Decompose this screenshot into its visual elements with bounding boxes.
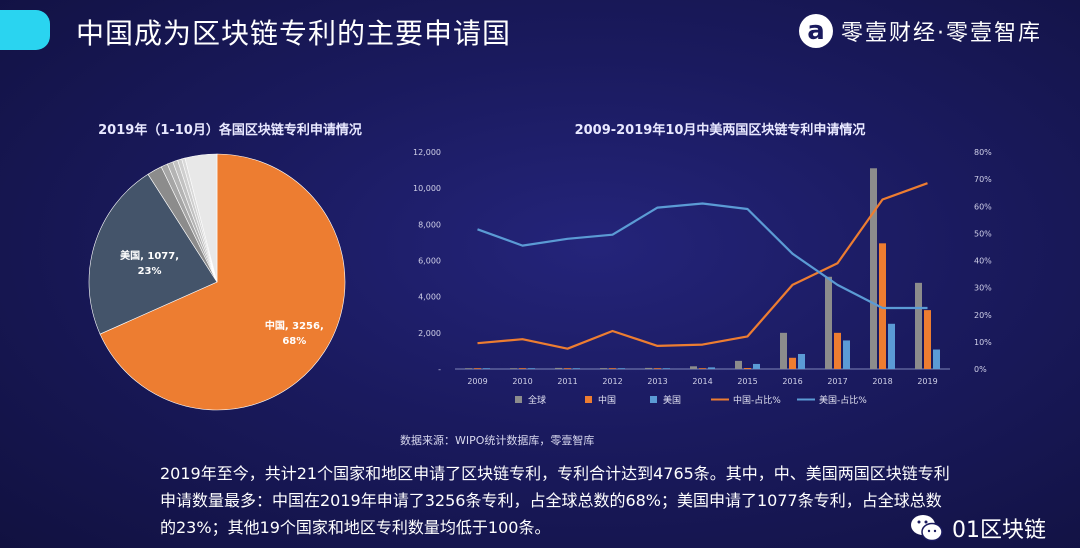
bar-全球-2010 [510,368,517,369]
bar-美国-2013 [663,368,670,369]
legend-label-美国-占比%: 美国-占比% [819,394,867,406]
bar-美国-2012 [618,368,625,369]
pie-label-percent-0: 68% [282,336,306,347]
bar-中国-2009 [474,368,481,369]
legend-label-全球: 全球 [528,394,546,406]
y2-tick-label: 40% [974,257,992,266]
bar-中国-2015 [744,368,751,369]
pie-slice-0 [99,153,346,411]
x-tick-label: 2012 [602,377,622,386]
y2-tick-label: 10% [974,338,992,347]
bar-美国-2014 [708,367,715,369]
bar-全球-2012 [600,368,607,369]
x-tick-label: 2015 [737,377,757,386]
brand-logo: a [799,14,833,48]
y2-tick-label: 80% [974,148,992,157]
bar-中国-2010 [519,368,526,369]
bar-全球-2018 [870,168,877,369]
x-tick-label: 2014 [692,377,712,386]
bar-中国-2016 [789,357,796,369]
bar-全球-2009 [465,368,472,369]
bar-美国-2015 [753,363,760,369]
bar-全球-2017 [825,276,832,369]
bar-全球-2016 [780,332,787,369]
y-tick-label: 12,000 [413,148,441,157]
y-tick-label: 10,000 [413,184,441,193]
bar-全球-2019 [915,282,922,369]
y2-tick-label: 70% [974,175,992,184]
bar-中国-2019 [924,310,931,369]
pie-slice-1 [88,173,218,335]
x-tick-label: 2016 [782,377,802,386]
wechat-icon [911,515,943,542]
legend-swatch-美国 [650,396,657,403]
pie-label-percent-1: 23% [138,266,162,277]
legend-swatch-中国 [585,396,592,403]
x-tick-label: 2018 [872,377,892,386]
x-tick-label: 2017 [827,377,847,386]
bar-美国-2009 [483,368,490,369]
y2-tick-label: 20% [974,311,992,320]
legend-label-中国-占比%: 中国-占比% [733,394,781,406]
bar-美国-2018 [888,323,895,369]
legend-label-美国: 美国 [663,394,681,406]
bar-全球-2011 [555,367,562,369]
y-tick-label: 6,000 [418,257,441,266]
pie-label-1: 美国, 1077, [120,249,179,262]
bar-美国-2019 [933,349,940,369]
pie-label-0: 中国, 3256, [265,319,324,332]
bar-中国-2014 [699,368,706,369]
brand-name: 零壹财经·零壹智库 [841,21,1042,46]
bar-美国-2017 [843,340,850,369]
bar-中国-2013 [654,368,661,369]
combo-chart-title: 2009-2019年10月中美两国区块链专利申请情况 [574,123,866,138]
combo-chart: - 2,000 4,000 6,000 8,000 10,000 12,000 0% 10% 20… [413,148,992,406]
bar-中国-2017 [834,332,841,369]
bar-全球-2013 [645,367,652,369]
y2-tick-label: 60% [974,202,992,211]
y2-tick-label: 30% [974,284,992,293]
x-tick-label: 2010 [512,377,532,386]
x-tick-label: 2013 [647,377,667,386]
bar-中国-2012 [609,368,616,369]
bar-全球-2015 [735,360,742,369]
bar-中国-2018 [879,243,886,369]
y-tick-label: 2,000 [418,329,441,338]
line-美国-占比% [477,202,928,310]
x-tick-label: 2009 [467,377,487,386]
brand: a 零壹财经·零壹智库 [799,14,1042,48]
summary-paragraph: 2019年至今，共计21个国家和地区申请了区块链专利，专利合计达到4765条。其… [160,464,950,537]
pie-chart-title: 2019年（1-10月）各国区块链专利申请情况 [98,123,362,138]
y-tick-label: 8,000 [418,220,441,229]
y2-tick-label: 0% [974,365,987,374]
y2-tick-label: 50% [974,229,992,238]
legend-label-中国: 中国 [598,394,616,406]
bar-美国-2010 [528,368,535,369]
title-accent-tab [0,10,50,50]
footer-account-name: 01区块链 [952,518,1046,543]
x-tick-label: 2011 [557,377,577,386]
bar-美国-2016 [798,353,805,369]
pie-chart: 中国, 3256, 68% 美国, 1077, 23% [88,153,346,411]
bar-全球-2014 [690,366,697,369]
data-source: 数据来源：WIPO统计数据库，零壹智库 [400,434,595,447]
bar-中国-2011 [564,368,571,369]
footer-brand: 01区块链 [910,512,1046,544]
y-tick-label: 4,000 [418,293,441,302]
line-中国-占比% [477,182,928,350]
y-tick-label: - [438,365,441,374]
page-title: 中国成为区块链专利的主要申请国 [76,17,512,50]
bar-美国-2011 [573,368,580,369]
x-tick-label: 2019 [917,377,937,386]
legend-swatch-全球 [515,396,522,403]
pie-slice-8 [184,153,218,283]
